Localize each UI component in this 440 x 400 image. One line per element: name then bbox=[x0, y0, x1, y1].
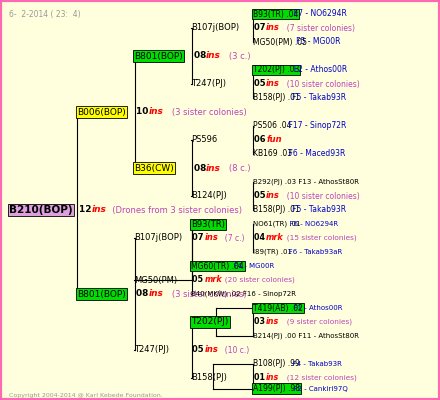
Text: F5 - Takab93R: F5 - Takab93R bbox=[285, 206, 346, 214]
Text: B107j(BOP): B107j(BOP) bbox=[134, 234, 182, 242]
Text: ins: ins bbox=[149, 290, 164, 298]
Text: B124(PJ): B124(PJ) bbox=[191, 192, 227, 200]
Text: Copyright 2004-2014 @ Karl Kebede Foundation.: Copyright 2004-2014 @ Karl Kebede Founda… bbox=[9, 393, 162, 398]
Text: B40(MKW) .02 F16 - Sinop72R: B40(MKW) .02 F16 - Sinop72R bbox=[191, 291, 297, 297]
Text: F1 - Athos00R: F1 - Athos00R bbox=[289, 305, 343, 311]
Text: fun: fun bbox=[266, 136, 282, 144]
Text: ins: ins bbox=[205, 346, 219, 354]
Text: F5 - Takab93R: F5 - Takab93R bbox=[285, 94, 346, 102]
Text: (7 sister colonies): (7 sister colonies) bbox=[282, 24, 355, 32]
Text: MG50(PM): MG50(PM) bbox=[134, 276, 177, 284]
Text: F7 - NO6294R: F7 - NO6294R bbox=[289, 10, 347, 18]
Text: I89(TR) .01: I89(TR) .01 bbox=[253, 249, 292, 255]
Text: (12 sister colonies): (12 sister colonies) bbox=[282, 375, 356, 381]
Text: (3 c.): (3 c.) bbox=[221, 52, 251, 60]
Text: (9 sister colonies): (9 sister colonies) bbox=[282, 319, 352, 325]
Text: 06: 06 bbox=[254, 136, 268, 144]
Text: B158(PJ) .01: B158(PJ) .01 bbox=[253, 94, 300, 102]
Text: (10 c.): (10 c.) bbox=[220, 346, 249, 354]
Text: MG60(TR) .04: MG60(TR) .04 bbox=[191, 262, 244, 270]
Text: F6 - Maced93R: F6 - Maced93R bbox=[279, 150, 346, 158]
Text: 03: 03 bbox=[254, 318, 268, 326]
Text: KB169 .03: KB169 .03 bbox=[253, 150, 292, 158]
Text: 07: 07 bbox=[254, 24, 268, 32]
Text: (7 c.): (7 c.) bbox=[220, 234, 245, 242]
Text: F4 - Takab93R: F4 - Takab93R bbox=[286, 361, 342, 367]
Text: 12: 12 bbox=[79, 206, 95, 214]
Text: T247(PJ): T247(PJ) bbox=[191, 80, 227, 88]
Text: B210(BOP): B210(BOP) bbox=[9, 205, 73, 215]
Text: ins: ins bbox=[266, 374, 279, 382]
Text: T247(PJ): T247(PJ) bbox=[134, 346, 169, 354]
Text: mrk: mrk bbox=[266, 234, 284, 242]
Text: B158(PJ): B158(PJ) bbox=[191, 374, 227, 382]
Text: B801(BOP): B801(BOP) bbox=[77, 290, 126, 298]
Text: F5 - MG00R: F5 - MG00R bbox=[289, 38, 341, 46]
Text: F6 - NO6294R: F6 - NO6294R bbox=[285, 221, 338, 227]
Text: 07: 07 bbox=[192, 234, 207, 242]
Text: F2 - Cankiri97Q: F2 - Cankiri97Q bbox=[289, 386, 348, 392]
Text: ins: ins bbox=[206, 164, 221, 172]
Text: (10 sister colonies): (10 sister colonies) bbox=[282, 192, 359, 200]
Text: 08: 08 bbox=[136, 290, 152, 298]
Text: MG50(PM) .05: MG50(PM) .05 bbox=[253, 38, 307, 46]
Text: NO61(TR) .01: NO61(TR) .01 bbox=[253, 221, 301, 227]
Text: A199(PJ) .98: A199(PJ) .98 bbox=[253, 384, 300, 393]
Text: ins: ins bbox=[266, 80, 280, 88]
Text: ins: ins bbox=[205, 234, 219, 242]
Text: (8 c.): (8 c.) bbox=[221, 164, 251, 172]
Text: ins: ins bbox=[266, 192, 280, 200]
Text: F17 - Sinop72R: F17 - Sinop72R bbox=[279, 122, 347, 130]
Text: B158(PJ) .01: B158(PJ) .01 bbox=[253, 206, 300, 214]
Text: T202(PJ): T202(PJ) bbox=[191, 318, 229, 326]
Text: 08: 08 bbox=[194, 52, 209, 60]
Text: mrk: mrk bbox=[205, 276, 222, 284]
Text: B93(TR) .04: B93(TR) .04 bbox=[253, 10, 298, 18]
Text: T202(PJ) .03: T202(PJ) .03 bbox=[253, 66, 299, 74]
Text: 01: 01 bbox=[254, 374, 268, 382]
Text: ins: ins bbox=[149, 108, 164, 116]
Text: 6-  2-2014 ( 23:  4): 6- 2-2014 ( 23: 4) bbox=[9, 10, 81, 18]
Text: (Drones from 3 sister colonies): (Drones from 3 sister colonies) bbox=[107, 206, 242, 214]
Text: 05: 05 bbox=[192, 346, 207, 354]
Text: 04: 04 bbox=[254, 234, 268, 242]
Text: (15 sister colonies): (15 sister colonies) bbox=[282, 235, 356, 241]
Text: 05: 05 bbox=[254, 80, 268, 88]
Text: B006(BOP): B006(BOP) bbox=[77, 108, 126, 116]
Text: ins: ins bbox=[206, 52, 221, 60]
Text: T419(AB) .02: T419(AB) .02 bbox=[253, 304, 303, 312]
Text: PS596: PS596 bbox=[191, 136, 218, 144]
Text: ins: ins bbox=[92, 206, 106, 214]
Text: PS506 .04: PS506 .04 bbox=[253, 122, 291, 130]
Text: F4 - MG00R: F4 - MG00R bbox=[227, 263, 275, 269]
Text: F2 - Athos00R: F2 - Athos00R bbox=[289, 66, 347, 74]
Text: ins: ins bbox=[266, 318, 279, 326]
Text: ins: ins bbox=[266, 24, 280, 32]
Text: F6 - Takab93aR: F6 - Takab93aR bbox=[282, 249, 342, 255]
Text: (10 sister colonies): (10 sister colonies) bbox=[282, 80, 359, 88]
Text: B93(TR): B93(TR) bbox=[191, 220, 225, 228]
Text: B108(PJ) .99: B108(PJ) .99 bbox=[253, 360, 300, 368]
Text: (20 sister colonies): (20 sister colonies) bbox=[220, 277, 295, 283]
Text: (3 sister colonies): (3 sister colonies) bbox=[164, 108, 247, 116]
Text: B107j(BOP): B107j(BOP) bbox=[191, 24, 239, 32]
Text: B292(PJ) .03 F13 - AthosSt80R: B292(PJ) .03 F13 - AthosSt80R bbox=[253, 179, 359, 185]
Text: B36(CW): B36(CW) bbox=[134, 164, 174, 172]
Text: 05: 05 bbox=[254, 192, 268, 200]
Text: B801(BOP): B801(BOP) bbox=[134, 52, 183, 60]
Text: 10: 10 bbox=[136, 108, 152, 116]
Text: B214(PJ) .00 F11 - AthosSt80R: B214(PJ) .00 F11 - AthosSt80R bbox=[253, 333, 359, 339]
Text: (3 sister colonies): (3 sister colonies) bbox=[164, 290, 247, 298]
Text: 08: 08 bbox=[194, 164, 209, 172]
Text: 05: 05 bbox=[192, 276, 206, 284]
